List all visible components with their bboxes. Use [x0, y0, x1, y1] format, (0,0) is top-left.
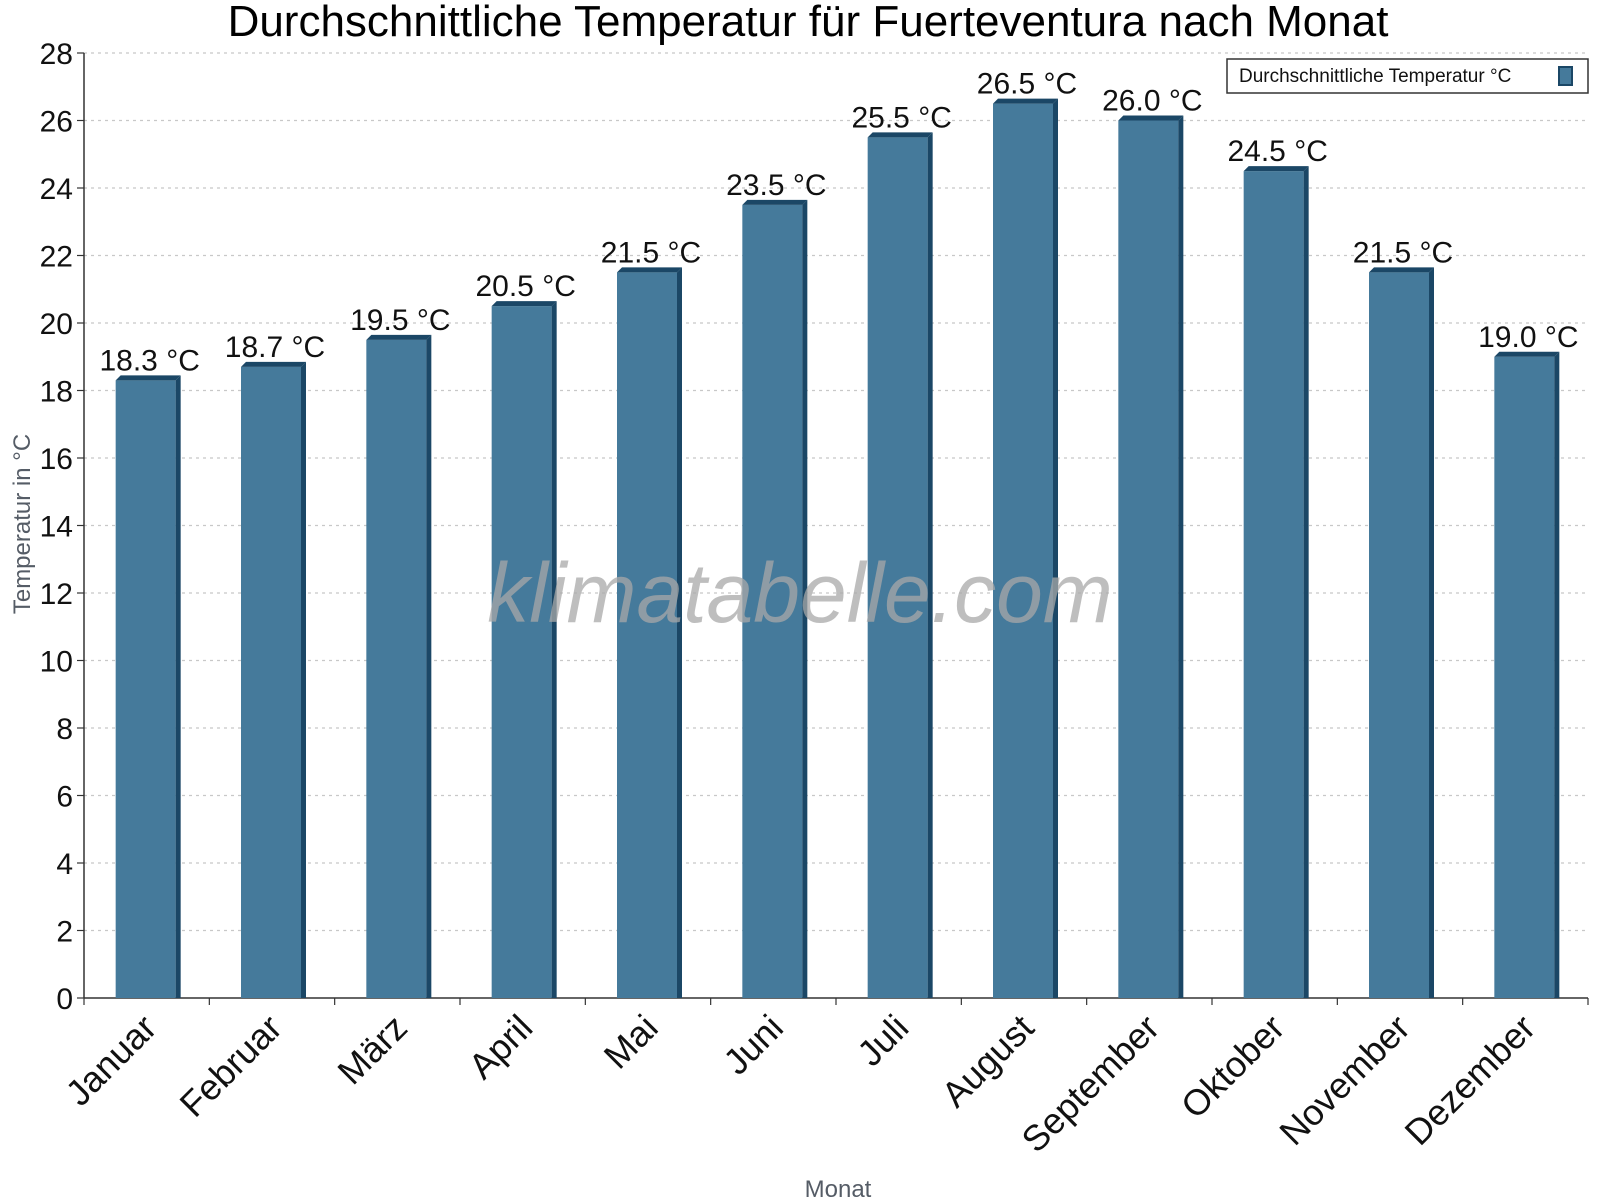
category-label: Mai: [596, 1007, 666, 1077]
bar-value-label: 19.0 °C: [1478, 321, 1578, 354]
bar-value-label: 26.5 °C: [977, 68, 1077, 101]
bar: [491, 306, 552, 998]
category-label: November: [1271, 1007, 1417, 1153]
legend-box: [1226, 58, 1589, 94]
category-label: Dezember: [1397, 1007, 1543, 1153]
bar-side-face: [426, 334, 432, 998]
bar-side-face: [1429, 267, 1434, 998]
bar-top-face: [115, 375, 181, 381]
y-tick-label: 28: [40, 38, 73, 71]
watermark: klimatabelle.com: [487, 546, 1113, 640]
bar-side-face: [551, 301, 557, 998]
y-tick-label: 18: [40, 376, 73, 409]
bar-side-face: [175, 375, 181, 998]
gridlines: [84, 52, 1588, 932]
category-label: Oktober: [1173, 1007, 1293, 1127]
bar: [366, 339, 427, 998]
bar-value-label: 23.5 °C: [726, 169, 826, 202]
x-axis-title: Monat: [805, 1176, 872, 1200]
y-tick-label: 26: [40, 106, 73, 139]
y-tick-label: 8: [56, 713, 73, 746]
bar-top-face: [491, 301, 557, 307]
y-tick-label: 22: [40, 241, 73, 274]
bar-side-face: [301, 361, 306, 998]
bar: [1118, 120, 1179, 998]
y-tick-label: 2: [56, 916, 73, 949]
bar: [617, 272, 677, 998]
category-label: Januar: [57, 1007, 164, 1114]
legend-swatch: [1558, 66, 1573, 86]
bar-top-face: [1243, 166, 1309, 172]
bar-value-label: 20.5 °C: [475, 270, 575, 303]
chart-title: Durchschnittliche Temperatur für Fuertev…: [228, 0, 1389, 46]
category-label: Februar: [172, 1007, 290, 1125]
bar-top-face: [1494, 351, 1560, 357]
bar-series: 18.3 °C 18.7 °C 19.5 °C 20.5 °C 21.5 °C 23.5 …: [99, 68, 1579, 998]
bar-side-face: [802, 199, 808, 998]
y-tick-label: 24: [40, 173, 73, 206]
bar-side-face: [1178, 115, 1184, 998]
bar-value-label: 24.5 °C: [1227, 135, 1327, 168]
bar: [1494, 356, 1555, 998]
bar-value-label: 26.0 °C: [1102, 85, 1202, 118]
bar-value-label: 18.7 °C: [225, 331, 325, 364]
bar-top-face: [617, 267, 682, 273]
category-label: Juni: [715, 1007, 791, 1083]
category-label: April: [460, 1007, 540, 1087]
bar-value-label: 25.5 °C: [851, 101, 951, 134]
bar-side-face: [1303, 166, 1309, 998]
y-tick-label: 20: [40, 308, 73, 341]
bar-top-face: [993, 98, 1058, 104]
bar-top-face: [366, 334, 432, 340]
y-tick-label: 6: [56, 781, 73, 814]
y-tick-label: 12: [40, 578, 73, 611]
category-label: März: [329, 1007, 415, 1093]
y-axis-title: Temperatur in °C: [9, 434, 36, 614]
y-tick-label: 10: [40, 646, 73, 679]
bar: [241, 366, 301, 998]
bar-value-label: 18.3 °C: [99, 344, 199, 377]
category-label: Juli: [849, 1007, 916, 1074]
bar: [867, 137, 928, 998]
y-tick-label: 14: [40, 511, 73, 544]
bar-side-face: [677, 267, 682, 998]
bar: [742, 204, 803, 998]
legend-label: Durchschnittliche Temperatur °C: [1239, 66, 1511, 87]
bar-value-label: 21.5 °C: [1353, 236, 1453, 269]
bar-value-label: 19.5 °C: [350, 304, 450, 337]
bar-side-face: [1554, 351, 1560, 998]
x-axis: Januar Februar März April Mai Juni Juli AugustS…: [57, 997, 1589, 1161]
bar: [1243, 171, 1304, 998]
category-label: August: [933, 1007, 1041, 1115]
y-tick-label: 16: [40, 443, 73, 476]
bar: [115, 380, 176, 998]
bar-top-face: [1369, 267, 1434, 273]
bar: [993, 103, 1053, 998]
bar-value-label: 21.5 °C: [601, 236, 701, 269]
bar: [1369, 272, 1429, 998]
bar-top-face: [1118, 115, 1184, 121]
y-tick-label: 0: [56, 983, 73, 1016]
bar-top-face: [867, 132, 933, 138]
bar-top-face: [241, 361, 306, 367]
legend: Durchschnittliche Temperatur °C: [1226, 58, 1589, 94]
bar-top-face: [742, 199, 808, 205]
category-label: September: [1013, 1007, 1167, 1161]
bar-side-face: [1053, 98, 1058, 998]
bar-side-face: [927, 132, 933, 998]
y-tick-label: 4: [56, 848, 73, 881]
